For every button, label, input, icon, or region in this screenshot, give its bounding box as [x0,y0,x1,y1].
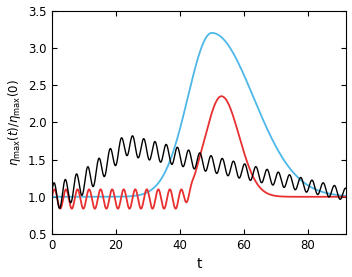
Y-axis label: $\eta_{\max}(t)/\eta_{\max}(0)$: $\eta_{\max}(t)/\eta_{\max}(0)$ [6,79,23,166]
X-axis label: t: t [196,257,202,271]
